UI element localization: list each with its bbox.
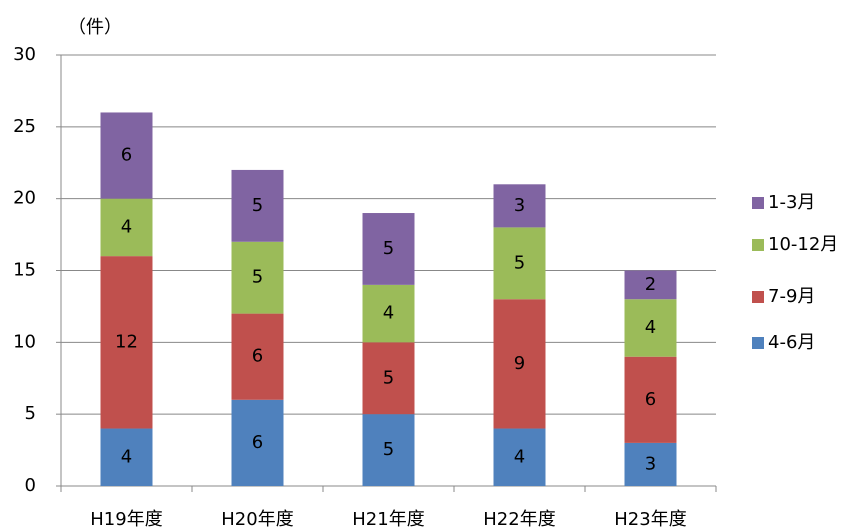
bar-segment: [100, 198, 153, 257]
bar-segment: [493, 428, 546, 486]
legend-swatch: [752, 337, 764, 349]
bar-segment: [493, 227, 546, 300]
y-tick-label: 15: [13, 260, 36, 281]
data-label: 3: [645, 453, 656, 474]
x-tick-label: H23年度: [614, 509, 686, 530]
legend-label: 4-6月: [768, 332, 815, 353]
legend-label: 10-12月: [768, 234, 838, 255]
data-label: 5: [383, 439, 394, 460]
data-label: 12: [115, 331, 138, 352]
data-label: 4: [383, 303, 394, 324]
y-tick-label: 0: [25, 475, 36, 496]
legend-swatch: [752, 291, 764, 303]
bar-segment: [624, 442, 677, 486]
bar-segment: [362, 342, 415, 415]
data-label: 5: [252, 195, 263, 216]
x-tick-label: H20年度: [221, 509, 293, 530]
bar-segment: [100, 112, 153, 199]
y-tick-label: 30: [13, 44, 36, 65]
x-tick-label: H19年度: [90, 509, 162, 530]
data-label: 3: [514, 195, 525, 216]
legend-swatch: [752, 239, 764, 251]
data-label: 6: [645, 389, 656, 410]
bar-segment: [624, 356, 677, 443]
bar-segment: [100, 256, 153, 429]
bar-segment: [493, 184, 546, 228]
bar-segment: [231, 313, 284, 400]
legend-label: 7-9月: [768, 286, 815, 307]
data-label: 4: [514, 446, 525, 467]
legend-swatch: [752, 197, 764, 209]
y-tick-label: 20: [13, 188, 36, 209]
bar-segment: [624, 270, 677, 300]
data-label: 9: [514, 353, 525, 374]
bar-segment: [231, 169, 284, 242]
y-tick-label: 5: [25, 403, 36, 424]
bar-segment: [624, 299, 677, 357]
data-label: 6: [121, 145, 132, 166]
bar-segment: [231, 241, 284, 314]
x-tick-label: H22年度: [483, 509, 555, 530]
y-tick-label: 10: [13, 331, 36, 352]
data-label: 5: [383, 367, 394, 388]
bar-segment: [100, 428, 153, 486]
data-label: 6: [252, 346, 263, 367]
y-tick-label: 25: [13, 116, 36, 137]
data-label: 5: [252, 267, 263, 288]
y-axis-label: （件）: [68, 17, 122, 38]
legend-label: 1-3月: [768, 192, 815, 213]
data-label: 5: [514, 252, 525, 273]
data-label: 4: [645, 317, 656, 338]
data-label: 6: [252, 432, 263, 453]
bar-segment: [231, 399, 284, 486]
data-label: 5: [383, 238, 394, 259]
bar-segment: [362, 284, 415, 343]
data-label: 4: [121, 216, 132, 237]
bar-segment: [362, 414, 415, 486]
x-tick-label: H21年度: [352, 509, 424, 530]
bar-segment: [362, 213, 415, 285]
data-label: 4: [121, 446, 132, 467]
data-label: 2: [645, 274, 656, 295]
bar-segment: [493, 299, 546, 429]
